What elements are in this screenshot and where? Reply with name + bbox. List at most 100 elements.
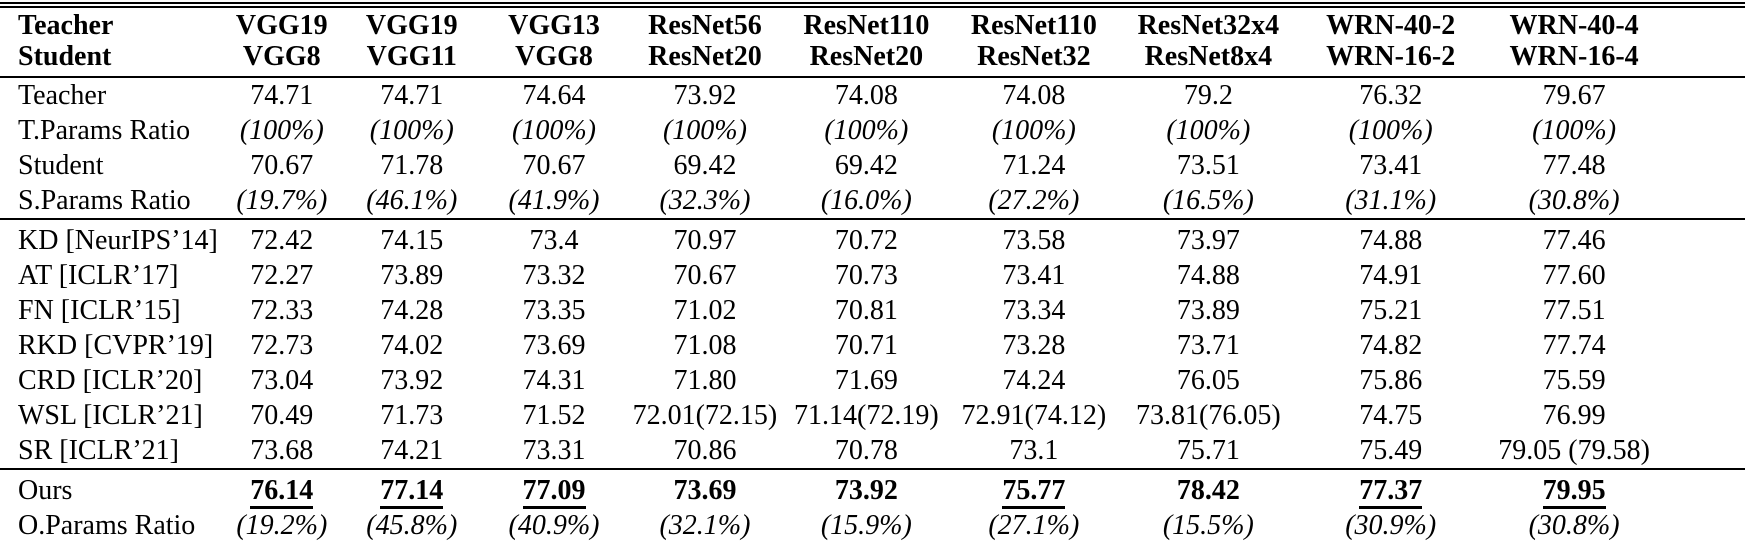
header-student-model: VGG8: [242, 41, 321, 72]
header-teacher-label: Teacher: [18, 10, 114, 41]
underlined-value: 77.14: [380, 475, 444, 509]
value-cell: 72.33: [250, 295, 314, 326]
header-pair-cell: ResNet110 ResNet20: [783, 8, 950, 78]
value-cell: 74.71: [380, 80, 444, 111]
value-cell: 74.02: [380, 330, 444, 361]
value-cell: 74.21: [380, 435, 444, 466]
value-cell: 73.92: [380, 365, 444, 396]
header-student-model: WRN-16-4: [1509, 41, 1639, 72]
row-label: Student: [18, 150, 104, 181]
value-cell: 73.97: [1118, 218, 1299, 258]
table-row: SR [ICLR’21] 73.68 74.21 73.31 70.86 70.78 73.…: [0, 433, 1745, 469]
table-row: WSL [ICLR’21] 70.49 71.73 71.52 72.01(72.15)…: [0, 398, 1745, 433]
header-pair-cell: WRN-40-4 WRN-16-4: [1483, 8, 1745, 78]
value-cell: (40.9%): [508, 510, 600, 541]
header-teacher-student: Teacher Student: [0, 8, 222, 78]
header-teacher-model: WRN-40-2: [1326, 10, 1456, 41]
table-row: T.Params Ratio (100%) (100%) (100%) (100%) (1…: [0, 113, 1745, 148]
value-cell: 74.88: [1298, 218, 1484, 258]
header-student-model: ResNet32: [977, 41, 1091, 72]
value-cell: (16.0%): [820, 185, 912, 216]
value-cell: 70.78: [834, 435, 898, 466]
row-label: T.Params Ratio: [18, 115, 191, 146]
header-pair-cell: ResNet56 ResNet20: [626, 8, 784, 78]
value-cell: 76.05: [1176, 365, 1240, 396]
value-cell: 74.15: [342, 218, 482, 258]
value-cell: (45.8%): [366, 510, 458, 541]
value-cell: 73.71: [1176, 330, 1240, 361]
header-pair-cell: WRN-40-2 WRN-16-2: [1298, 8, 1484, 78]
table-row: RKD [CVPR’19] 72.73 74.02 73.69 71.08 70.71 73…: [0, 328, 1745, 363]
value-cell: 74.75: [1359, 400, 1423, 431]
value-cell: 76.14: [221, 468, 342, 509]
value-cell: 77.46: [1483, 218, 1745, 258]
table-header-row: Teacher Student VGG19 VGG8 VGG19 VGG11 VGG13…: [0, 8, 1745, 78]
value-cell: 71.73: [380, 400, 444, 431]
row-label: RKD [CVPR’19]: [18, 330, 214, 361]
value-cell: (100%): [1166, 115, 1251, 146]
value-cell: 70.67: [522, 150, 586, 181]
value-cell: 77.74: [1542, 330, 1606, 361]
value-cell: 72.27: [250, 260, 314, 291]
value-cell: 76.99: [1542, 400, 1606, 431]
value-cell: 73.34: [1002, 295, 1066, 326]
value-cell: 73.92: [783, 468, 950, 508]
value-cell: (41.9%): [508, 185, 600, 216]
header-student-model: VGG11: [366, 41, 457, 72]
table-row: Ours 76.14 77.14 77.09 73.69 73.92 75.77 78.42 7…: [0, 468, 1745, 509]
header-teacher-model: VGG19: [365, 10, 458, 41]
header-teacher-model: ResNet32x4: [1137, 10, 1280, 41]
row-label: SR [ICLR’21]: [18, 435, 179, 466]
header-pair-cell: VGG19 VGG11: [342, 8, 482, 78]
row-label: O.Params Ratio: [18, 510, 196, 541]
value-cell: 74.88: [1176, 260, 1240, 291]
value-cell: 77.48: [1542, 150, 1606, 181]
value-cell: (19.7%): [236, 185, 328, 216]
underlined-value: 75.77: [1002, 475, 1066, 509]
row-label: Teacher: [18, 80, 107, 111]
value-cell: (19.2%): [236, 510, 328, 541]
header-teacher-model: ResNet56: [648, 10, 762, 41]
value-cell: 74.24: [1002, 365, 1066, 396]
header-student-model: VGG8: [515, 41, 593, 72]
header-teacher-model: ResNet110: [970, 10, 1097, 41]
header-student-label: Student: [18, 41, 112, 72]
table-row: CRD [ICLR’20] 73.04 73.92 74.31 71.80 71.69 74…: [0, 363, 1745, 398]
value-cell: (100%): [369, 115, 454, 146]
row-label: WSL [ICLR’21]: [18, 400, 203, 431]
value-cell: 70.86: [673, 435, 737, 466]
value-cell: 75.71: [1176, 435, 1240, 466]
value-cell: 73.92: [673, 80, 737, 111]
header-teacher-model: WRN-40-4: [1509, 10, 1639, 41]
results-table: Teacher Student VGG19 VGG8 VGG19 VGG11 VGG13…: [0, 8, 1745, 543]
value-cell: (100%): [991, 115, 1076, 146]
header-pair-cell: VGG19 VGG8: [221, 8, 342, 78]
value-cell: 71.80: [673, 365, 737, 396]
row-label: AT [ICLR’17]: [18, 260, 179, 291]
table-row: AT [ICLR’17] 72.27 73.89 73.32 70.67 70.73 73.…: [0, 258, 1745, 293]
header-pair-cell: VGG13 VGG8: [481, 8, 627, 78]
value-cell: (46.1%): [366, 185, 458, 216]
value-cell: 72.42: [221, 218, 342, 258]
value-cell: (30.8%): [1528, 510, 1620, 541]
header-teacher-model: ResNet110: [803, 10, 930, 41]
value-cell: 70.49: [250, 400, 314, 431]
value-cell: 69.42: [834, 150, 898, 181]
header-student-model: WRN-16-2: [1326, 41, 1456, 72]
value-cell: (30.8%): [1528, 185, 1620, 216]
table-row: KD [NeurIPS’14] 72.42 74.15 73.4 70.97 70.72 7…: [0, 218, 1745, 258]
header-teacher-model: VGG19: [235, 10, 328, 41]
underlined-value: 77.37: [1359, 475, 1423, 509]
value-cell: 71.08: [673, 330, 737, 361]
value-cell: 74.08: [1002, 80, 1066, 111]
value-cell: (32.3%): [659, 185, 751, 216]
row-label: KD [NeurIPS’14]: [0, 218, 222, 258]
value-cell: 69.42: [673, 150, 737, 181]
underlined-value: 79.95: [1542, 475, 1606, 509]
underlined-value: 77.09: [522, 475, 586, 509]
value-cell: 73.41: [1002, 260, 1066, 291]
value-cell: 75.86: [1359, 365, 1423, 396]
value-cell: (32.1%): [659, 510, 751, 541]
table-row: Teacher 74.71 74.71 74.64 73.92 74.08 74.08 79.…: [0, 77, 1745, 113]
